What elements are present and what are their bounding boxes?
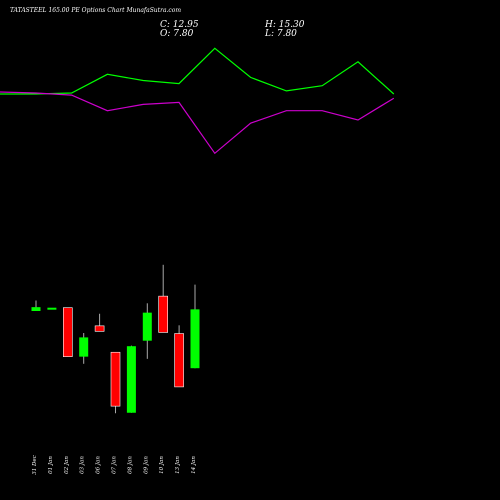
x-tick-label: 14 Jan <box>191 456 197 474</box>
x-tick-label: 07 Jan <box>112 456 118 474</box>
candle-body <box>126 346 136 413</box>
candle-body <box>158 295 168 333</box>
close-value: C: 12.95 <box>160 20 199 30</box>
x-tick-label: 02 Jan <box>64 456 70 474</box>
candle-body <box>174 333 184 388</box>
high-value: H: 15.30 <box>265 20 305 30</box>
candle-body <box>79 337 89 357</box>
indicator-line-1 <box>0 47 395 95</box>
candle-body <box>94 325 105 332</box>
candle-body <box>190 309 200 369</box>
x-tick-label: 13 Jan <box>175 456 181 474</box>
x-tick-label: 31 Dec <box>32 455 38 475</box>
candle-body <box>142 312 152 341</box>
x-tick-label: 10 Jan <box>159 456 165 474</box>
open-value: O: 7.80 <box>160 29 194 39</box>
x-tick-label: 09 Jan <box>143 456 149 474</box>
candle-body <box>62 307 73 357</box>
x-tick-label: 08 Jan <box>127 456 133 474</box>
x-tick-label: 06 Jan <box>96 456 102 474</box>
x-tick-label: 01 Jan <box>48 456 54 474</box>
low-value: L: 7.80 <box>265 29 297 39</box>
chart-title: TATASTEEL 165.00 PE Options Chart Munafa… <box>10 7 182 14</box>
x-tick-label: 03 Jan <box>80 456 86 474</box>
candle-body <box>47 307 57 310</box>
candle-body <box>110 351 121 407</box>
candle-body <box>31 307 41 311</box>
indicator-line-2 <box>0 91 395 155</box>
